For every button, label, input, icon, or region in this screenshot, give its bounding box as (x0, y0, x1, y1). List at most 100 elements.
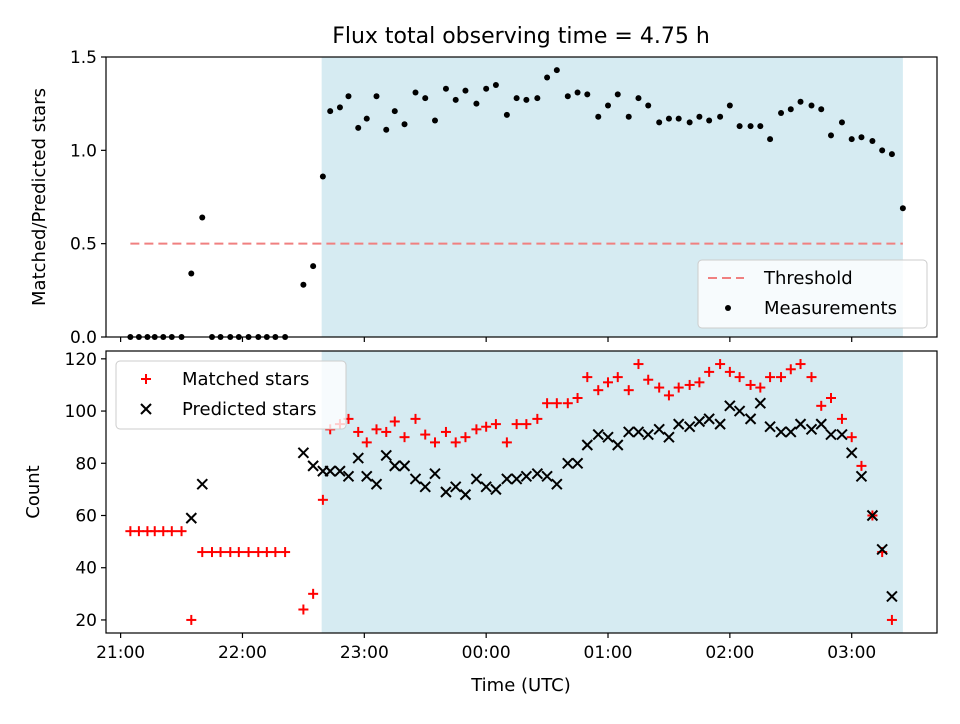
predicted-star-marker (562, 457, 574, 469)
measurement-point (778, 110, 785, 116)
measurement-point (513, 95, 520, 102)
measurement-point (787, 106, 794, 113)
top-axes-frame (105, 56, 938, 338)
predicted-star-marker (398, 460, 411, 472)
matched-star-marker (429, 437, 440, 448)
bottom-x-tick-label: 02:00 (705, 643, 754, 663)
matched-star-marker (233, 547, 244, 558)
bottom-panel: 20 40 60 80 100 120 21:00 22:00 23:00 00:00 01:00 0… (65, 350, 938, 663)
predicted-star-marker (419, 481, 431, 493)
predicted-star-marker (754, 397, 767, 409)
bottom-legend-label: Predicted stars (182, 399, 316, 420)
predicted-star-marker (551, 478, 563, 490)
matched-star-marker (663, 390, 674, 401)
predicted-star-marker (380, 449, 392, 462)
predicted-star-marker (744, 413, 757, 425)
matched-star-marker (715, 359, 726, 370)
matched-star-marker (440, 426, 451, 437)
bottom-y-tick-label: 120 (65, 350, 97, 370)
predicted-star-marker (855, 470, 868, 483)
matched-star-marker (684, 379, 695, 390)
predicted-star-marker (866, 509, 879, 522)
matched-star-marker (389, 416, 400, 427)
matched-star-marker (623, 385, 634, 396)
measurement-point (869, 138, 876, 144)
measurement-point (363, 115, 370, 122)
predicted-star-marker (775, 426, 787, 438)
measurement-point (717, 113, 724, 120)
matched-legend-swatch (141, 374, 151, 384)
bottom-x-tick-label: 23:00 (340, 643, 389, 663)
predicted-star-marker (510, 473, 523, 485)
matched-star-marker (734, 372, 745, 383)
measurement-point (656, 119, 663, 126)
matched-star-marker (317, 494, 328, 505)
measurement-point (452, 96, 459, 103)
measurement-point (614, 91, 621, 98)
predicted-star-marker (714, 418, 726, 430)
matched-star-marker (551, 398, 562, 409)
measurement-point (838, 119, 845, 126)
measurement-point (848, 136, 855, 143)
measurement-point (645, 102, 652, 109)
matched-star-marker (186, 614, 197, 625)
measurement-point (686, 119, 693, 126)
measurement-point (818, 106, 825, 113)
predicted-star-marker (361, 470, 373, 483)
predicted-star-marker (886, 590, 898, 603)
measurement-point (373, 93, 380, 100)
matched-star-marker (270, 547, 281, 558)
measurement-point (808, 102, 815, 109)
top-legend: Threshold Measurements (697, 259, 928, 329)
bottom-x-tick-label: 00:00 (462, 643, 511, 663)
matched-star-marker (450, 437, 461, 448)
bottom-y-axis-label: Count (23, 465, 44, 518)
matched-star-marker (542, 398, 553, 409)
predicted-star-marker (571, 457, 584, 469)
predicted-star-marker (459, 488, 472, 501)
top-y-axis-label: Matched/Predicted stars (29, 88, 50, 306)
matched-star-marker (149, 526, 160, 537)
matched-star-marker (612, 372, 623, 383)
matched-star-marker (633, 359, 644, 370)
measurement-point (503, 111, 510, 118)
measurement-point (665, 115, 672, 122)
predicted-star-marker (352, 452, 364, 464)
matched-star-marker (704, 366, 715, 377)
measurement-point (827, 132, 834, 139)
predicted-star-marker (470, 473, 483, 485)
chart-title: Flux total observing time = 4.75 h (332, 24, 710, 49)
matched-star-marker (776, 372, 787, 383)
predicted-star-marker (623, 426, 635, 438)
matched-star-marker (298, 604, 309, 615)
bottom-y-tick-label: 80 (75, 454, 97, 474)
measurement-point (797, 98, 804, 105)
measurement-point (422, 95, 429, 102)
predicted-star-marker (825, 428, 837, 441)
predicted-star-marker (815, 418, 827, 430)
top-y-tick-label: 1.5 (70, 48, 97, 68)
predicted-legend-swatch (140, 403, 152, 415)
predicted-star-marker (845, 447, 858, 459)
matched-star-marker (399, 432, 410, 443)
measurement-point (584, 91, 591, 98)
predicted-star-marker (733, 405, 746, 417)
bottom-legend-label: Matched stars (182, 369, 309, 390)
predicted-star-marker (683, 421, 696, 433)
predicted-star-marker (785, 426, 797, 438)
measurement-point (534, 95, 541, 102)
predicted-star-marker (693, 415, 706, 428)
measurement-point (355, 124, 362, 131)
matched-star-marker (886, 614, 897, 625)
predicted-star-marker (307, 460, 319, 472)
bottom-legend-box (115, 360, 347, 430)
matched-star-marker (825, 393, 836, 403)
top-y-tick-label: 0.5 (70, 235, 97, 255)
bottom-y-tick-label: 20 (75, 611, 97, 631)
matched-star-marker (846, 432, 857, 443)
predicted-star-marker (389, 460, 401, 472)
matched-star-marker (582, 372, 593, 383)
matched-star-marker (490, 419, 501, 430)
predicted-star-marker (440, 486, 452, 498)
